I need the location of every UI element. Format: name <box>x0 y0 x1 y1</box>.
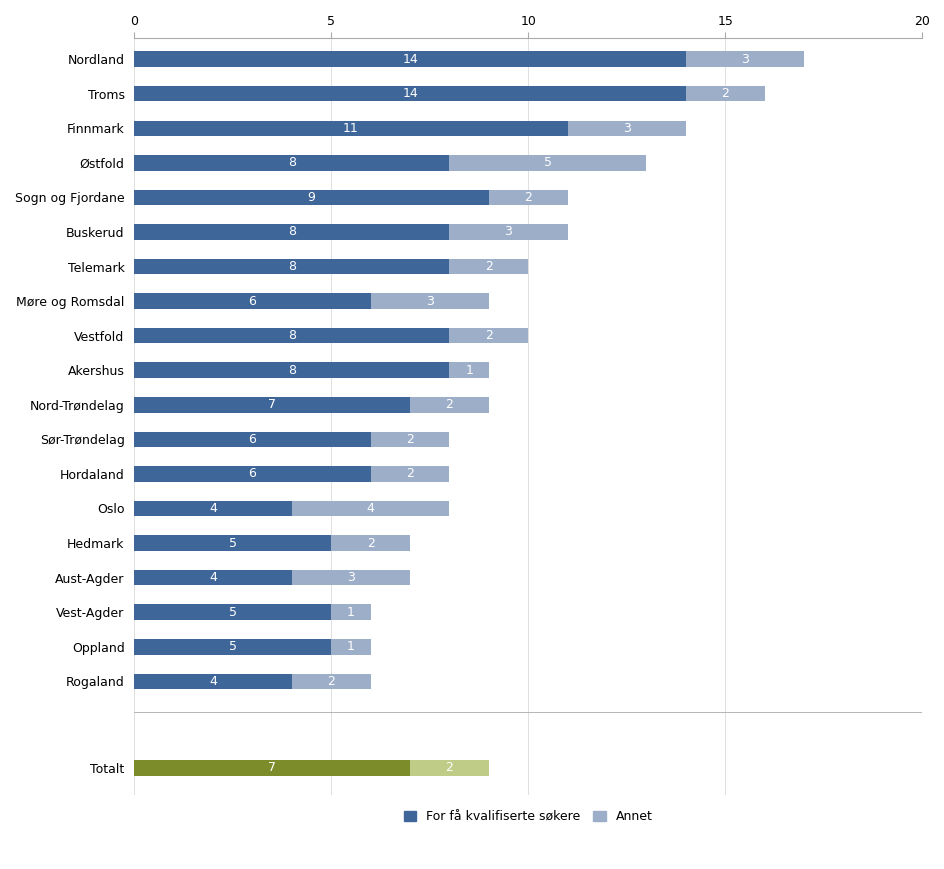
Text: 6: 6 <box>248 433 256 446</box>
Bar <box>134 570 292 586</box>
Bar <box>331 605 370 620</box>
Bar <box>134 535 331 551</box>
Text: 8: 8 <box>288 156 295 169</box>
Bar <box>134 121 567 136</box>
Bar <box>134 86 685 102</box>
Bar <box>449 362 488 378</box>
Bar <box>685 86 764 102</box>
Bar <box>134 639 331 654</box>
Text: 2: 2 <box>445 398 453 411</box>
Bar <box>134 432 370 448</box>
Bar <box>134 397 410 413</box>
Text: 9: 9 <box>308 191 315 204</box>
Text: 1: 1 <box>346 640 355 653</box>
Bar <box>449 224 567 240</box>
Text: 11: 11 <box>343 122 359 135</box>
Bar <box>134 328 449 343</box>
Text: 5: 5 <box>228 640 237 653</box>
Bar <box>134 501 292 516</box>
Text: 4: 4 <box>209 571 217 584</box>
Text: 8: 8 <box>288 260 295 273</box>
Text: 7: 7 <box>268 398 276 411</box>
Text: 4: 4 <box>209 502 217 515</box>
Bar <box>134 673 292 689</box>
Bar <box>134 224 449 240</box>
Text: 14: 14 <box>402 53 417 66</box>
Text: 2: 2 <box>406 468 413 481</box>
Text: 1: 1 <box>464 364 473 377</box>
Bar <box>449 155 646 170</box>
Text: 3: 3 <box>504 225 512 238</box>
Bar <box>370 466 449 481</box>
Bar <box>567 121 685 136</box>
Bar <box>134 362 449 378</box>
Bar <box>370 294 488 308</box>
Text: 2: 2 <box>445 761 453 774</box>
Text: 1: 1 <box>346 606 355 619</box>
Text: 6: 6 <box>248 295 256 308</box>
Bar <box>331 535 410 551</box>
Text: 14: 14 <box>402 87 417 100</box>
Text: 6: 6 <box>248 468 256 481</box>
Text: 5: 5 <box>228 536 237 549</box>
Bar <box>134 155 449 170</box>
Bar <box>134 259 449 275</box>
Text: 2: 2 <box>327 675 335 688</box>
Text: 8: 8 <box>288 225 295 238</box>
Text: 2: 2 <box>406 433 413 446</box>
Bar <box>134 51 685 67</box>
Text: 3: 3 <box>622 122 630 135</box>
Bar <box>449 328 528 343</box>
Legend: For få kvalifiserte søkere, Annet: For få kvalifiserte søkere, Annet <box>403 810 651 823</box>
Text: 7: 7 <box>268 761 276 774</box>
Text: 3: 3 <box>346 571 355 584</box>
Bar <box>292 501 449 516</box>
Text: 2: 2 <box>524 191 531 204</box>
Bar <box>685 51 803 67</box>
Bar <box>410 760 488 775</box>
Text: 2: 2 <box>484 329 492 342</box>
Text: 2: 2 <box>720 87 729 100</box>
Bar <box>292 673 370 689</box>
Text: 2: 2 <box>366 536 374 549</box>
Bar <box>331 639 370 654</box>
Bar <box>134 466 370 481</box>
Bar <box>370 432 449 448</box>
Text: 8: 8 <box>288 364 295 377</box>
Text: 4: 4 <box>209 675 217 688</box>
Text: 2: 2 <box>484 260 492 273</box>
Bar <box>134 294 370 308</box>
Bar <box>134 760 410 775</box>
Bar <box>449 259 528 275</box>
Text: 8: 8 <box>288 329 295 342</box>
Bar <box>292 570 410 586</box>
Bar <box>410 397 488 413</box>
Text: 3: 3 <box>426 295 433 308</box>
Bar <box>134 605 331 620</box>
Text: 5: 5 <box>544 156 551 169</box>
Text: 3: 3 <box>740 53 748 66</box>
Text: 5: 5 <box>228 606 237 619</box>
Text: 4: 4 <box>366 502 374 515</box>
Bar <box>134 189 488 205</box>
Bar <box>488 189 567 205</box>
